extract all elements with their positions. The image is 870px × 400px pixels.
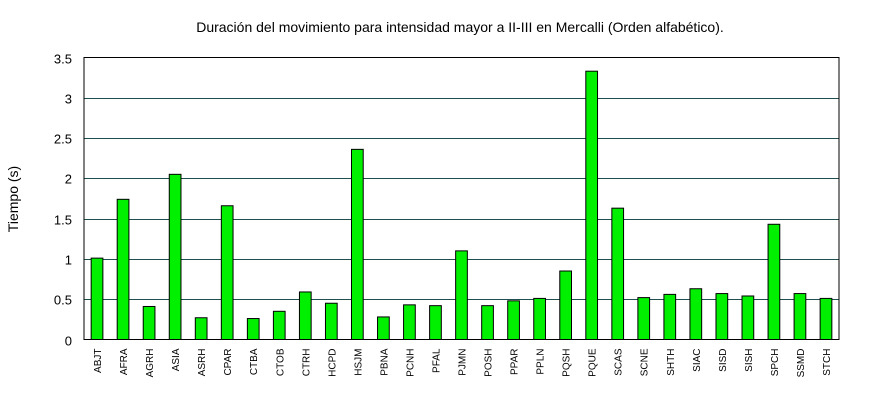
bar-stch [819,297,833,341]
x-tick-label: STCH [822,349,833,376]
bar-ppar [507,300,520,340]
x-tick-label: SCAS [614,348,625,376]
bar-hcpd [324,302,338,340]
bar-pqsh [559,270,573,341]
x-tick-label: PCNH [405,349,416,377]
bar-shth [663,293,677,341]
bar-ssmd [793,293,807,341]
bar-agrh [142,305,156,340]
x-axis-ticks: ABJT AFRA AGRH ASIA ASRH CPAR CTBA CTOB CTRH HCPD… [93,348,833,377]
y-tick-label: 0.5 [54,293,72,308]
x-tick-label: ASRH [197,349,208,377]
bar-pfal [429,305,442,341]
x-tick-label: SISH [744,349,755,372]
x-tick-label: PFAL [431,348,442,373]
x-tick-label: CTRH [301,349,312,377]
bar-sisd [715,293,729,341]
bar-asrh [194,317,208,340]
bar-asia [168,173,182,340]
x-tick-label: ABJT [93,349,104,373]
x-tick-label: PPAR [510,349,521,376]
bar-abjt [90,257,104,340]
y-axis-ticks: 0 0.5 1 1.5 2 2.5 3 3.5 [54,52,72,349]
bar-scne [637,297,651,341]
plot-frame [83,57,840,340]
x-tick-label: ASIA [171,348,182,371]
x-tick-label: SIAC [692,349,703,372]
x-tick-label: CTBA [249,348,260,375]
y-tick-label: 1 [65,253,72,268]
x-tick-label: SCNE [640,348,651,376]
bar-pjmn [455,250,468,340]
x-tick-label: AFRA [119,348,130,375]
chart-title: Duración del movimiento para intensidad … [196,19,724,35]
y-tick-label: 2 [65,172,72,187]
x-tick-label: SSMD [796,349,807,378]
bar-afra [116,198,130,340]
x-tick-label: SPCH [770,349,781,377]
x-tick-label: HCPD [327,349,338,377]
bar-pbna [377,316,390,341]
y-tick-label: 3 [65,92,72,107]
bar-sish [741,295,755,340]
bar-pque [585,70,599,340]
x-tick-label: PQSH [562,349,573,377]
bar-spch [767,223,781,340]
y-tick-label: 3.5 [54,52,72,67]
x-tick-label: CTOB [275,348,286,376]
bar-ppln [533,297,546,341]
x-tick-label: PQUE [588,348,599,377]
bar-posh [481,305,494,341]
x-tick-label: HSJM [353,349,364,376]
bar-siac [689,288,703,340]
bar-ctob [272,310,286,340]
y-tick-label: 2.5 [54,132,72,147]
y-tick-label: 0 [65,334,72,349]
bar-cpar [220,205,234,340]
x-tick-label: PJMN [458,349,469,376]
x-tick-label: PBNA [379,348,390,376]
x-tick-label: PPLN [536,349,547,375]
bar-ctrh [298,291,312,340]
x-tick-label: CPAR [223,349,234,376]
bar-ctba [246,318,260,340]
x-tick-label: SHTH [666,349,677,376]
bar-pcnh [403,304,416,341]
x-tick-label: SISD [718,349,729,372]
y-axis-label: Tiempo (s) [5,166,21,232]
y-tick-label: 1.5 [54,213,72,228]
gridlines [84,98,839,300]
bar-hsjm [351,148,364,340]
x-tick-label: POSH [484,349,495,377]
x-tick-label: AGRH [145,349,156,378]
bar-scas [611,207,625,340]
